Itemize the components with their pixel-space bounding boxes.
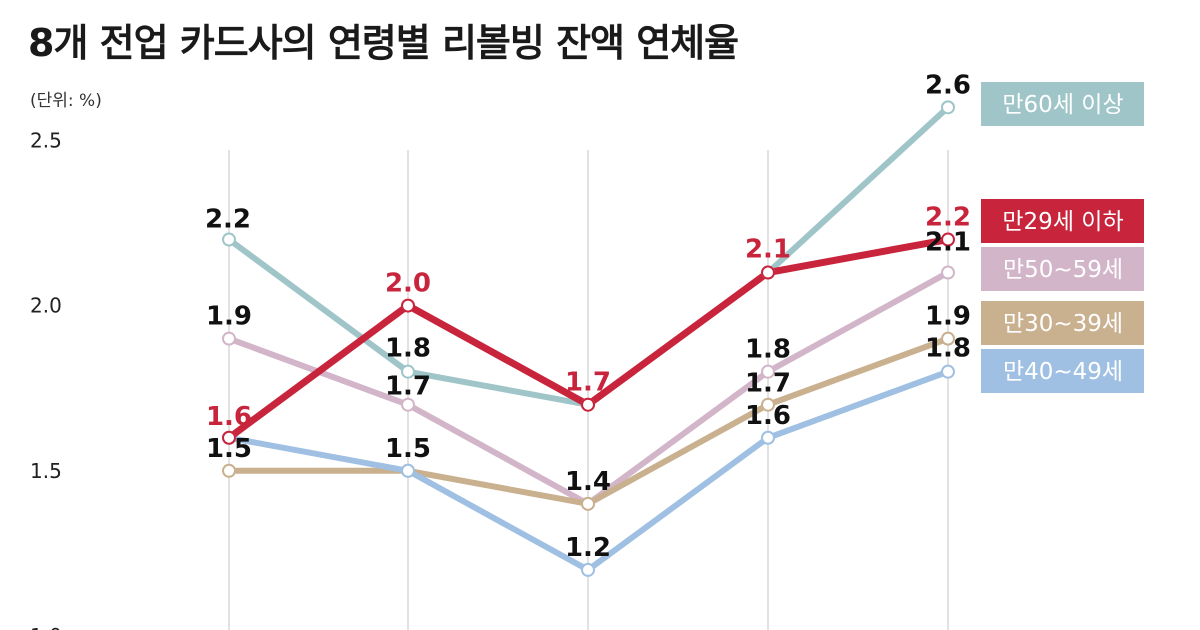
data-label: 1.7 [745, 369, 791, 399]
data-label: 1.5 [385, 434, 431, 464]
legend-box [981, 199, 1144, 243]
data-label: 1.4 [565, 467, 611, 497]
data-labels: 2.2 1.8 2.6 1.9 1.7 1.8 2.1 1.5 1.5 1.4 1.7 1.9 1.2 1… [205, 70, 971, 563]
legend-box [981, 301, 1144, 345]
legend-label: 만30~39세 [1003, 311, 1123, 337]
data-label: 2.2 [925, 203, 971, 233]
data-point [761, 265, 775, 280]
data-point [761, 430, 775, 445]
data-point [222, 430, 236, 445]
data-label: 2.1 [745, 235, 791, 265]
gridlines [228, 150, 949, 630]
data-label: 2.0 [385, 269, 431, 299]
data-label: 1.6 [206, 402, 252, 432]
data-point [581, 397, 595, 412]
data-point [941, 331, 955, 346]
data-point [222, 463, 236, 478]
data-label: 1.9 [206, 302, 252, 332]
unit-label: (단위: %) [30, 91, 102, 111]
data-point [941, 232, 955, 247]
y-axis: 1.0 1.5 2.0 2.5 [30, 128, 62, 630]
data-point [401, 364, 415, 379]
data-point [222, 331, 236, 346]
legend-box [981, 82, 1144, 126]
series-markers [222, 100, 955, 577]
data-label: 2.2 [205, 205, 251, 235]
data-label: 1.2 [565, 533, 611, 563]
data-label: 1.9 [925, 302, 971, 332]
chart-title: 8개 전업 카드사의 연령별 리볼빙 잔액 연체율 [28, 21, 739, 65]
data-point [222, 232, 236, 247]
data-point [941, 100, 955, 115]
data-point [941, 265, 955, 280]
data-label: 2.1 [925, 228, 971, 258]
y-tick-label: 1.5 [30, 459, 62, 483]
data-point [401, 397, 415, 412]
y-tick-label: 2.5 [30, 128, 62, 152]
data-label: 1.8 [385, 334, 431, 364]
data-point [401, 298, 415, 313]
data-label: 1.8 [925, 334, 971, 364]
data-point [941, 364, 955, 379]
legend-box [981, 247, 1144, 291]
data-point [761, 397, 775, 412]
legend-label: 만29세 이하 [1002, 209, 1123, 235]
legend-box [981, 349, 1144, 393]
y-tick-label: 1.0 [30, 624, 62, 630]
legend-label: 만40~49세 [1003, 359, 1123, 385]
legend-label: 만50~59세 [1003, 257, 1123, 283]
data-label: 1.5 [206, 434, 252, 464]
data-label: 1.8 [745, 335, 791, 365]
data-label: 1.7 [385, 372, 431, 402]
data-point [761, 364, 775, 379]
y-tick-label: 2.0 [30, 294, 62, 318]
data-point [581, 562, 595, 577]
legend-label: 만60세 이상 [1002, 92, 1123, 118]
data-label: 1.6 [745, 401, 791, 431]
data-point [581, 496, 595, 511]
data-point [401, 463, 415, 478]
data-label: 1.7 [565, 368, 611, 398]
data-label: 2.6 [925, 70, 971, 100]
